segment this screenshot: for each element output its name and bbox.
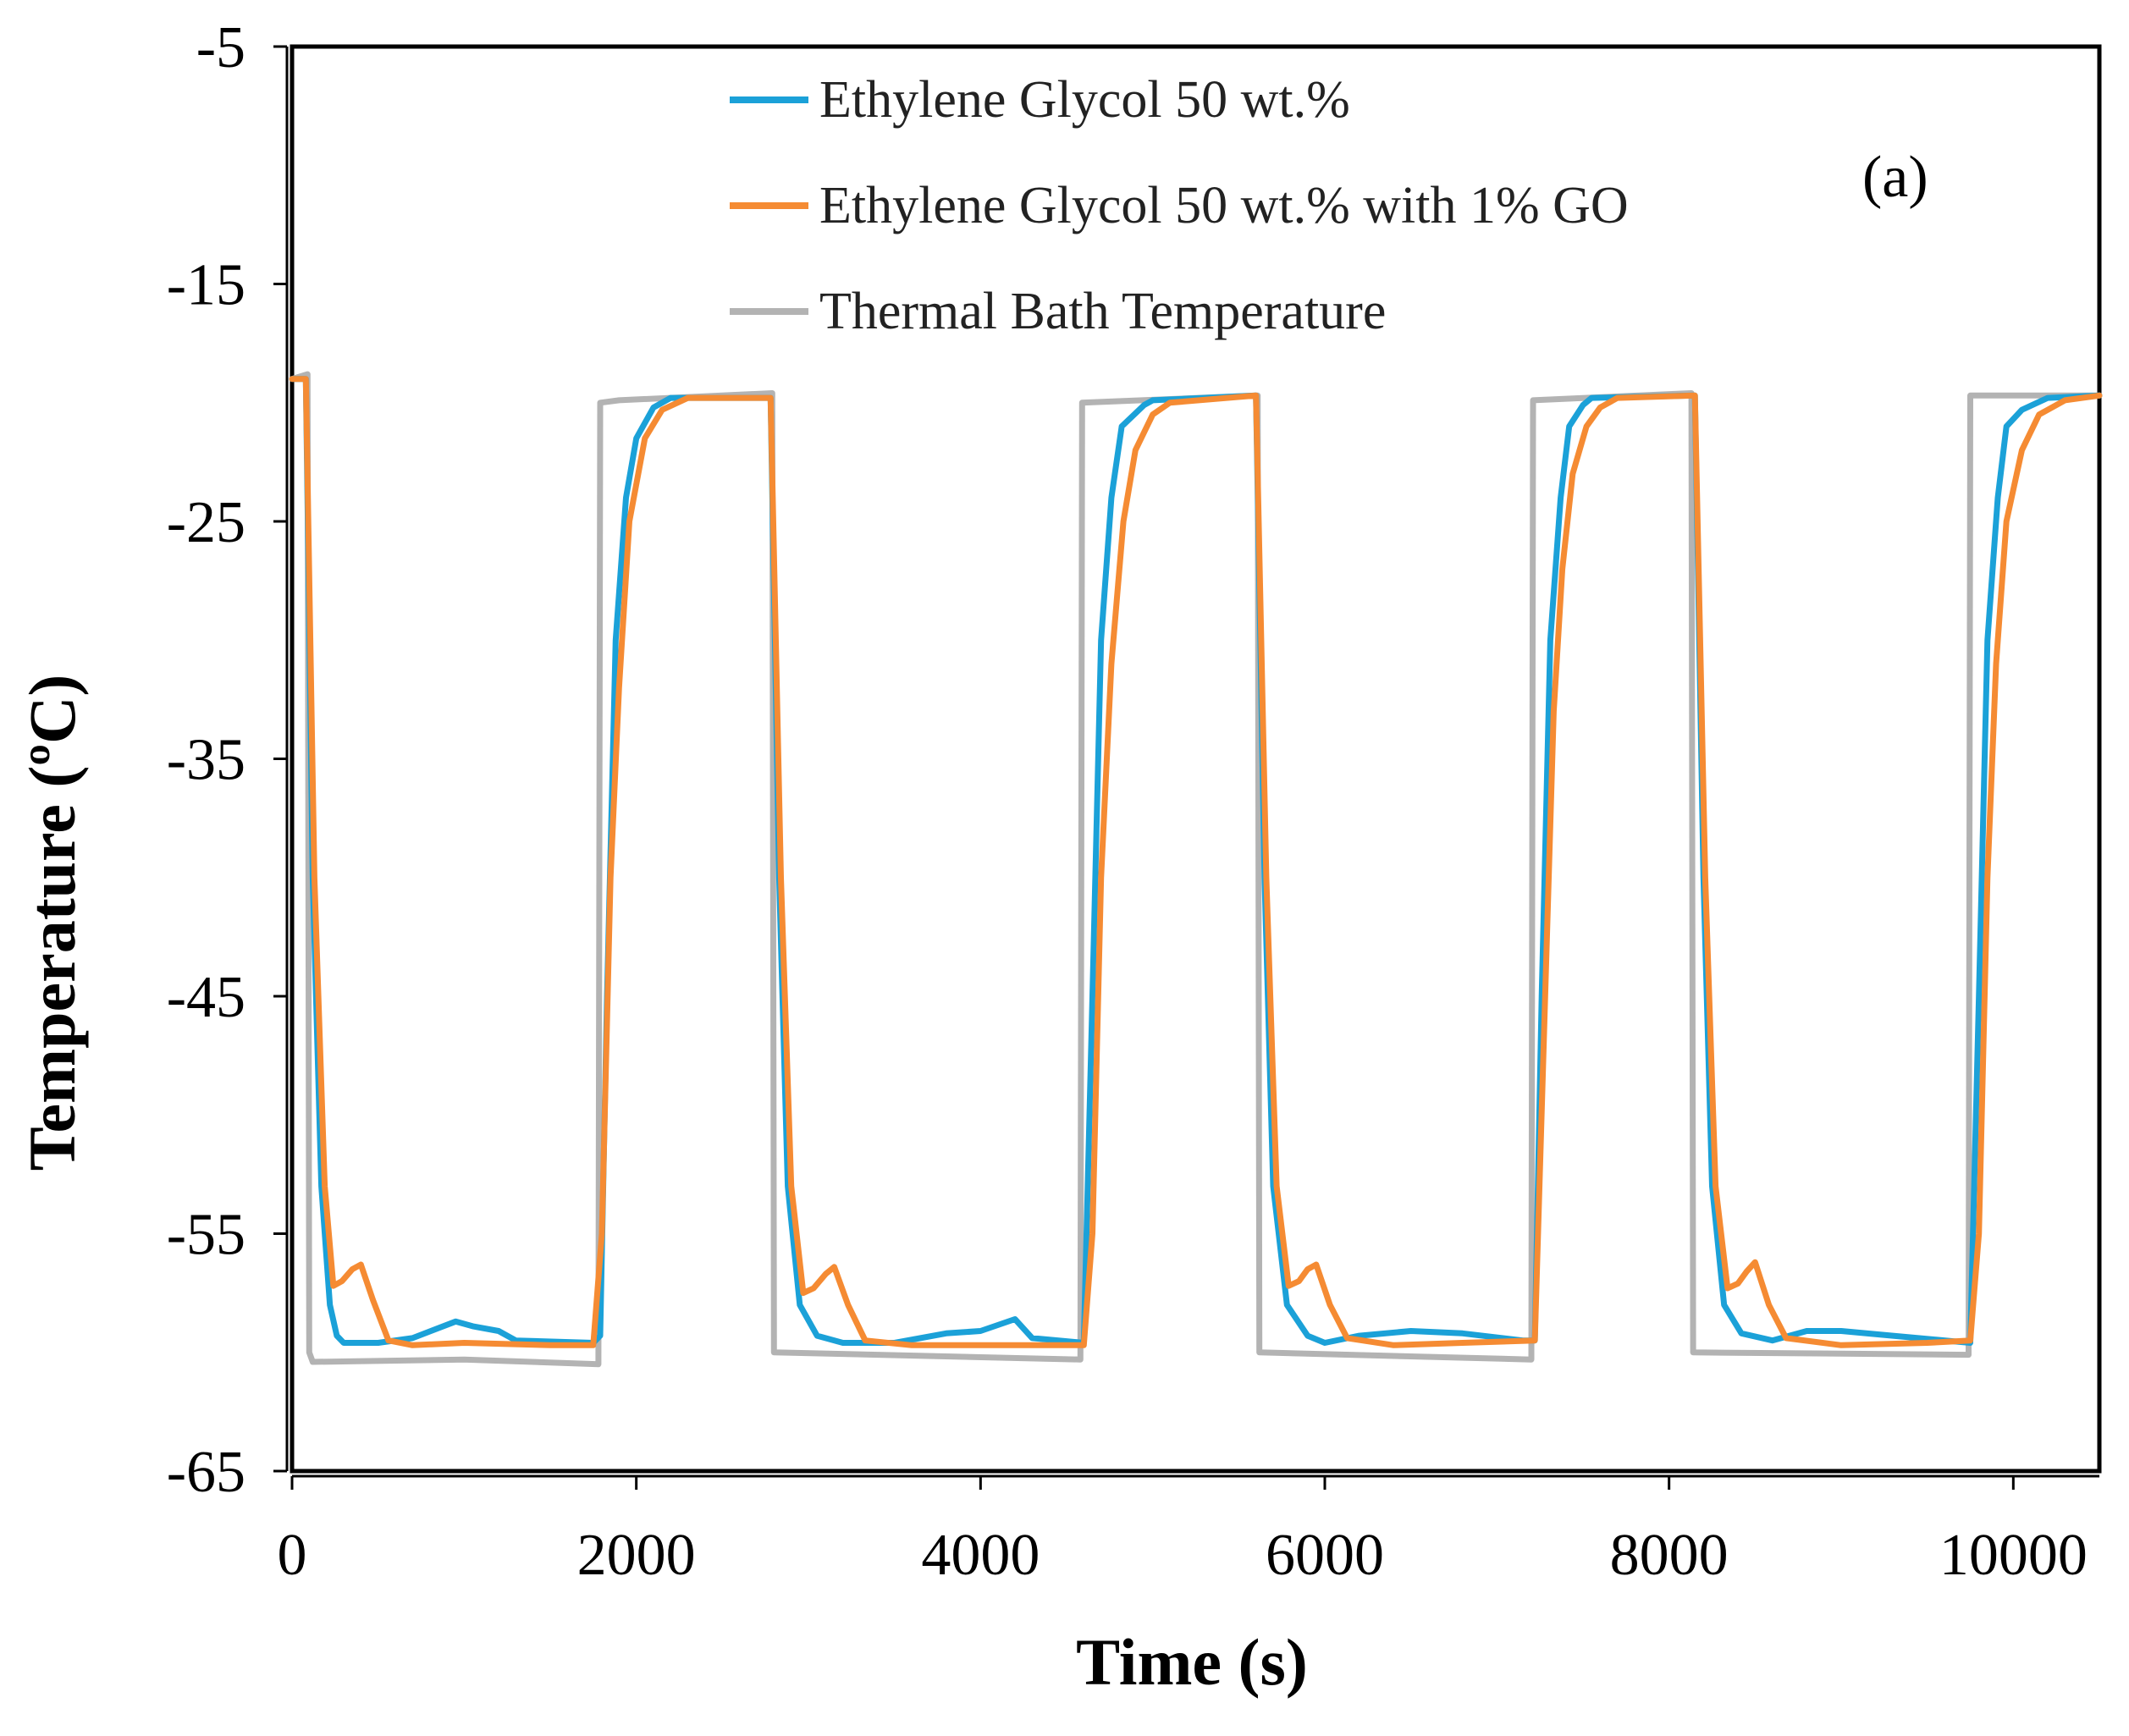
y-tick-label: -65 — [167, 1440, 245, 1505]
legend-item-thermal-bath: Thermal Bath Temperature — [730, 283, 1386, 340]
axis-ticks: -5 -15 -25 -35 -45 -55 -65 0 2000 4000 6000 8000 100… — [167, 15, 2088, 1588]
series-layer — [289, 371, 2103, 1368]
legend-item-ethylene-glycol-go: Ethylene Glycol 50 wt.% with 1% GO — [730, 177, 1629, 234]
plot-frame — [285, 44, 2102, 1478]
x-axis-title: Time (s) — [1076, 1625, 1308, 1699]
x-tick-label: 2000 — [577, 1523, 696, 1588]
legend-label: Ethylene Glycol 50 wt.% with 1% GO — [819, 177, 1629, 234]
y-axis-title: Temperature (ºC) — [15, 675, 89, 1171]
y-tick-label: -35 — [167, 728, 245, 793]
y-tick-label: -5 — [196, 15, 245, 80]
legend: Ethylene Glycol 50 wt.% Ethylene Glycol 5… — [730, 71, 1629, 340]
series-line-thermal-bath — [289, 371, 2103, 1368]
legend-label: Ethylene Glycol 50 wt.% — [819, 71, 1350, 129]
x-tick-label: 6000 — [1266, 1523, 1384, 1588]
x-tick-label: 4000 — [921, 1523, 1040, 1588]
legend-item-ethylene-glycol: Ethylene Glycol 50 wt.% — [730, 71, 1350, 129]
y-tick-label: -25 — [167, 490, 245, 555]
y-tick-label: -55 — [167, 1203, 245, 1268]
plot-area-border — [290, 44, 2102, 1474]
panel-label: (a) — [1862, 145, 1928, 210]
series-line-ethylene-glycol — [289, 376, 2103, 1346]
y-tick-label: -45 — [167, 965, 245, 1030]
x-tick-label: 10000 — [1939, 1523, 2088, 1588]
x-tick-label: 0 — [278, 1523, 307, 1588]
x-tick-label: 8000 — [1610, 1523, 1729, 1588]
y-tick-label: -15 — [167, 253, 245, 318]
legend-label: Thermal Bath Temperature — [819, 283, 1386, 340]
series-line-ethylene-glycol-go — [289, 376, 2103, 1348]
